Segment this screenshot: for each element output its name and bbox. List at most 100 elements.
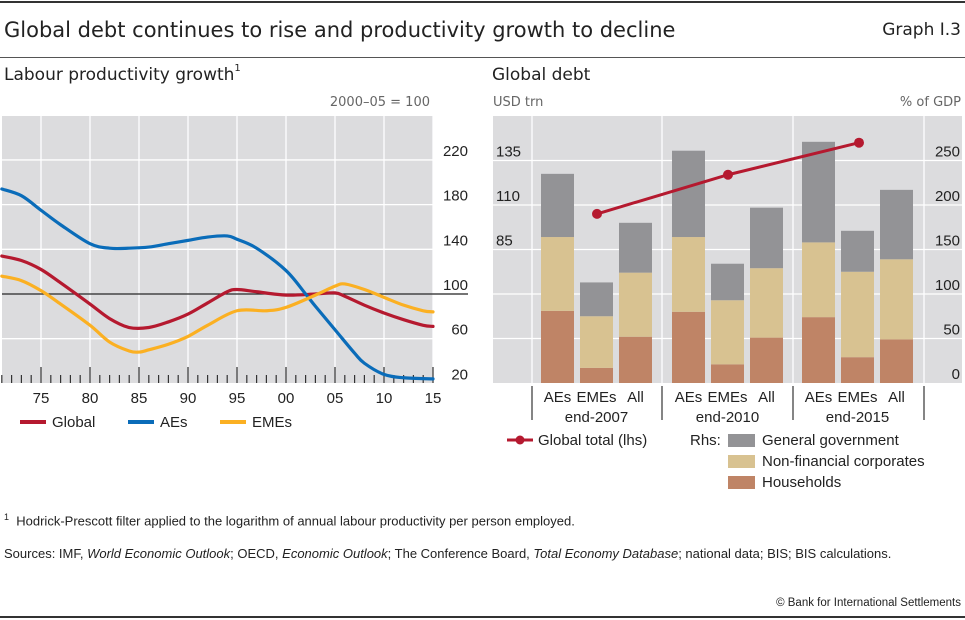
bar-non-financial-corporates-emes-end-2015 — [841, 271, 874, 358]
left-x-tick-label: 95 — [229, 390, 246, 407]
sources-text: Sources: IMF, — [4, 546, 88, 561]
legend-rhs-prefix: Rhs: — [690, 432, 721, 449]
line-series-emes — [0, 274, 435, 354]
bar-general-government-all-end-2010 — [750, 207, 783, 269]
legend-label-emes: EMEs — [252, 414, 292, 431]
bar-category-label: EMEs — [707, 389, 747, 406]
footnote-marker: 1 — [234, 63, 241, 74]
bar-category-label: All — [627, 389, 644, 406]
global-total-point-end-2010 — [723, 169, 733, 180]
left-y-tick-label: 220 — [443, 143, 468, 160]
title-rule — [0, 57, 965, 58]
source-eo: Economic Outlook — [282, 546, 388, 561]
legend-label-non-financial-corporates: Non-financial corporates — [762, 453, 925, 470]
bar-non-financial-corporates-emes-end-2010 — [711, 300, 744, 365]
graph-number: Graph I.3 — [882, 20, 961, 40]
bar-non-financial-corporates-aes-end-2007 — [541, 237, 574, 311]
rhs-y-tick-label: 150 — [935, 233, 960, 250]
left-x-tick-label: 15 — [425, 390, 442, 407]
source-weo: World Economic Outlook — [87, 546, 231, 561]
bar-category-label: EMEs — [837, 389, 877, 406]
bar-non-financial-corporates-aes-end-2010 — [672, 237, 705, 312]
bar-general-government-all-end-2015 — [880, 189, 913, 260]
bar-general-government-aes-end-2015 — [802, 141, 835, 243]
group-label: end-2007 — [565, 409, 628, 426]
global-total-point-end-2015 — [854, 137, 864, 148]
bar-general-government-emes-end-2015 — [841, 230, 874, 272]
bar-households-aes-end-2010 — [672, 311, 705, 383]
top-rule — [0, 1, 965, 3]
bar-general-government-aes-end-2007 — [541, 173, 574, 238]
legend-label-general-government: General government — [762, 432, 900, 449]
left-x-tick-label: 80 — [82, 390, 99, 407]
rhs-y-tick-label: 250 — [935, 144, 960, 161]
bar-category-label: AEs — [805, 389, 833, 406]
bar-general-government-emes-end-2007 — [580, 282, 613, 317]
right-left-unit-label: USD trn — [493, 95, 544, 110]
bar-non-financial-corporates-all-end-2010 — [750, 268, 783, 338]
bottom-rule — [0, 616, 965, 618]
rhs-y-tick-label: 50 — [943, 322, 960, 339]
left-x-tick-label: 05 — [327, 390, 344, 407]
bar-households-emes-end-2010 — [711, 364, 744, 383]
footnote-text: Hodrick-Prescott filter applied to the l… — [16, 513, 575, 529]
bar-category-label: All — [758, 389, 775, 406]
lhs-y-tick-label: 135 — [496, 144, 521, 161]
right-right-unit-label: % of GDP — [899, 95, 961, 110]
chart-title: Global debt continues to rise and produc… — [4, 18, 676, 42]
bar-households-aes-end-2015 — [802, 317, 835, 383]
left-x-tick-label: 85 — [131, 390, 148, 407]
left-panel-title: Labour productivity growth1 — [4, 63, 241, 85]
left-y-tick-label: 140 — [443, 232, 468, 249]
legend-label-global: Global — [52, 414, 95, 431]
sources-text: ; OECD, — [230, 546, 283, 561]
bar-households-all-end-2007 — [619, 336, 652, 383]
left-y-tick-label: 20 — [451, 366, 468, 383]
sources-text: ; national data; BIS; BIS calculations. — [678, 546, 892, 561]
left-x-tick-label: 75 — [33, 390, 50, 407]
copyright: © Bank for International Settlements — [776, 597, 961, 609]
bar-category-label: AEs — [544, 389, 572, 406]
bar-non-financial-corporates-aes-end-2015 — [802, 242, 835, 318]
bar-general-government-aes-end-2010 — [672, 150, 705, 238]
line-series-aes — [0, 187, 435, 381]
bar-non-financial-corporates-emes-end-2007 — [580, 316, 613, 368]
bar-category-label: AEs — [675, 389, 703, 406]
bar-category-label: All — [888, 389, 905, 406]
bar-households-all-end-2015 — [880, 339, 913, 383]
sources: Sources: IMF, World Economic Outlook; OE… — [4, 544, 959, 564]
left-panel-title-text: Labour productivity growth — [4, 65, 235, 85]
bar-general-government-all-end-2007 — [619, 222, 652, 273]
left-x-tick-label: 00 — [278, 390, 295, 407]
bar-non-financial-corporates-all-end-2015 — [880, 259, 913, 340]
bar-households-aes-end-2007 — [541, 310, 574, 383]
legend-label-households: Households — [762, 474, 841, 491]
global-total-point-end-2007 — [592, 208, 602, 219]
right-panel-title: Global debt — [492, 65, 591, 85]
left-y-tick-label: 180 — [443, 188, 468, 205]
footnote: 1 Hodrick-Prescott filter applied to the… — [4, 512, 575, 528]
rhs-y-tick-label: 100 — [935, 277, 960, 294]
legend-global-total-marker — [515, 435, 525, 445]
footnote-number: 1 — [4, 512, 10, 522]
bar-category-label: EMEs — [576, 389, 616, 406]
legend-swatch-non-financial-corporates — [728, 455, 755, 468]
left-unit-label: 2000–05 = 100 — [329, 95, 430, 110]
legend-swatch-households — [728, 476, 755, 489]
bar-non-financial-corporates-all-end-2007 — [619, 272, 652, 337]
line-series-global — [0, 254, 435, 331]
bar-households-all-end-2010 — [750, 337, 783, 383]
legend-swatch-general-government — [728, 434, 755, 447]
legend-label-aes: AEs — [160, 414, 188, 431]
legend-global-total-label: Global total (lhs) — [538, 432, 647, 449]
lhs-y-tick-label: 85 — [496, 233, 513, 250]
left-x-tick-label: 10 — [376, 390, 393, 407]
rhs-y-tick-label: 0 — [952, 366, 960, 383]
sources-text: ; The Conference Board, — [387, 546, 534, 561]
bar-households-emes-end-2015 — [841, 357, 874, 383]
left-y-tick-label: 100 — [443, 277, 468, 294]
lhs-y-tick-label: 110 — [496, 188, 520, 205]
bar-households-emes-end-2007 — [580, 367, 613, 383]
left-y-tick-label: 60 — [451, 322, 468, 339]
left-x-tick-label: 90 — [180, 390, 197, 407]
